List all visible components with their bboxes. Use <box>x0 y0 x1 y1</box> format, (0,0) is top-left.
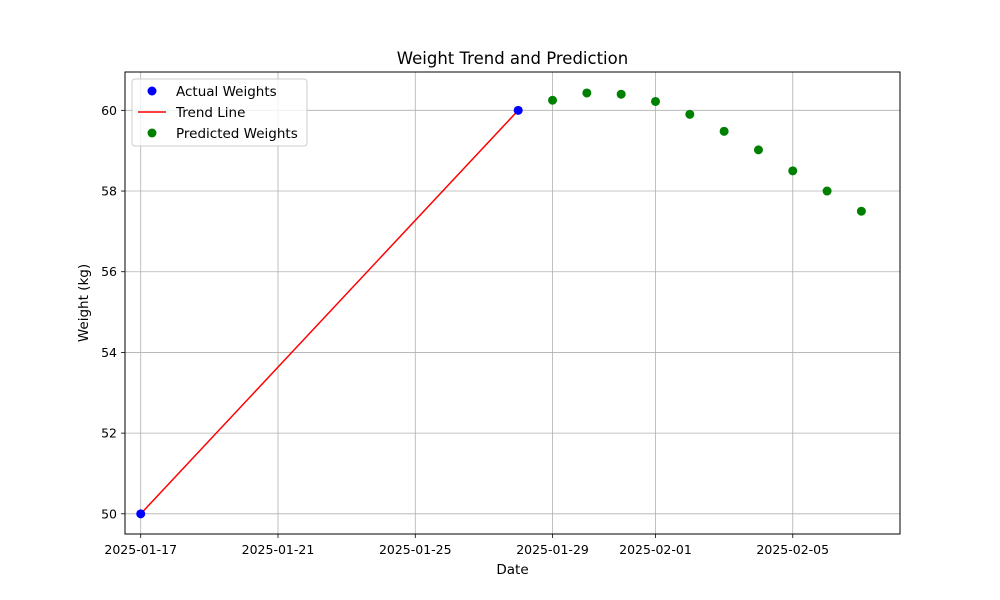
x-tick-label: 2025-01-25 <box>379 542 452 557</box>
legend-entry: Actual Weights <box>147 84 277 100</box>
legend-label: Actual Weights <box>176 84 277 100</box>
data-point <box>685 109 695 119</box>
y-tick-label: 52 <box>101 426 117 441</box>
y-tick-label: 54 <box>101 345 117 360</box>
x-tick-label: 2025-02-01 <box>619 542 692 557</box>
data-point <box>753 145 763 155</box>
data-point <box>650 96 660 106</box>
data-point <box>856 206 866 216</box>
legend-entries: Actual Weights Trend Line Predicted Weight… <box>138 84 298 142</box>
grid-lines <box>125 72 900 534</box>
plot-frame <box>124 71 901 535</box>
legend-label: Trend Line <box>175 105 245 121</box>
data-point <box>788 166 798 176</box>
legend-box <box>131 78 308 147</box>
y-axis-label: Weight (kg) <box>76 264 92 342</box>
data-point <box>719 126 729 136</box>
x-tick-label: 2025-02-05 <box>756 542 829 557</box>
series-predicted-weights <box>548 88 866 216</box>
chart-title: Weight Trend and Prediction <box>397 49 628 68</box>
data-point <box>548 95 558 105</box>
axis-ticks: 2025-01-17 2025-01-21 2025-01-25 2025-01-29… <box>101 103 829 557</box>
y-tick-label: 58 <box>101 184 117 199</box>
data-point <box>582 88 592 98</box>
series-actual-weights <box>136 105 523 519</box>
y-tick-label: 50 <box>101 506 117 521</box>
legend-entry: Trend Line <box>138 105 245 121</box>
x-tick-label: 2025-01-21 <box>242 542 315 557</box>
legend-label: Predicted Weights <box>176 126 298 142</box>
x-tick-label: 2025-01-29 <box>516 542 589 557</box>
series-trend-line <box>140 109 519 515</box>
y-tick-label: 56 <box>101 264 117 279</box>
data-point <box>136 509 146 519</box>
legend-marker-swatch <box>147 86 157 96</box>
data-point <box>822 186 832 196</box>
data-point <box>616 89 626 99</box>
legend-marker-swatch <box>147 128 157 138</box>
data-point <box>513 105 523 115</box>
legend-entry: Predicted Weights <box>147 126 298 142</box>
x-axis-label: Date <box>496 562 528 578</box>
series-layer <box>136 88 866 519</box>
x-tick-label: 2025-01-17 <box>104 542 177 557</box>
trend-line <box>140 109 519 515</box>
legend: Actual Weights Trend Line Predicted Weight… <box>131 78 308 147</box>
y-tick-label: 60 <box>101 103 117 118</box>
